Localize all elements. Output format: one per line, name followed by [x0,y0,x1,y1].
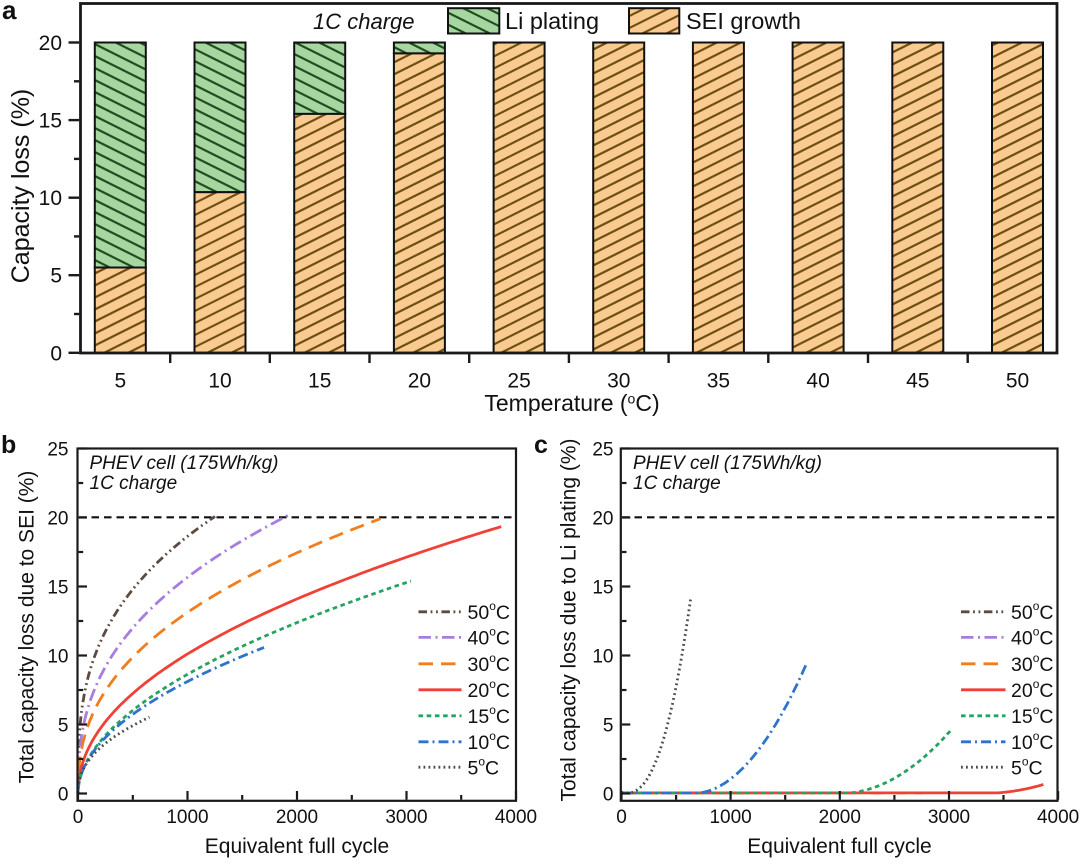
svg-text:40oC: 40oC [1011,625,1053,650]
svg-text:c: c [534,431,548,459]
svg-text:25: 25 [507,370,530,393]
svg-text:0: 0 [58,784,69,805]
svg-text:b: b [1,431,16,459]
svg-text:Equivalent full cycle: Equivalent full cycle [747,835,931,858]
svg-text:1000: 1000 [166,807,208,828]
svg-text:20oC: 20oC [1011,677,1053,702]
svg-text:10oC: 10oC [468,729,510,754]
svg-text:15oC: 15oC [1011,703,1053,728]
svg-text:50oC: 50oC [1011,599,1053,624]
svg-text:30oC: 30oC [468,651,510,676]
svg-text:PHEV cell (175Wh/kg): PHEV cell (175Wh/kg) [633,453,822,474]
svg-text:50oC: 50oC [468,599,510,624]
svg-text:15: 15 [39,110,62,133]
svg-text:Total capacity loss due to SEI: Total capacity loss due to SEI (%) [16,471,39,784]
svg-text:Li plating: Li plating [505,8,599,34]
svg-text:10: 10 [592,646,613,667]
svg-text:20: 20 [592,508,613,529]
svg-text:0: 0 [603,784,614,805]
svg-text:0: 0 [73,807,84,828]
svg-text:3000: 3000 [385,807,427,828]
svg-text:2000: 2000 [276,807,318,828]
svg-text:20: 20 [39,32,62,55]
svg-text:10: 10 [208,370,231,393]
svg-text:5: 5 [603,715,614,736]
svg-text:45: 45 [906,370,929,393]
svg-text:35: 35 [707,370,730,393]
svg-text:Temperature (oC): Temperature (oC) [484,390,659,416]
svg-text:5: 5 [58,715,69,736]
svg-text:10: 10 [47,646,68,667]
svg-text:15: 15 [47,577,68,598]
svg-text:Total capacity loss due to Li: Total capacity loss due to Li plating (%… [558,438,581,801]
svg-text:Capacity loss (%): Capacity loss (%) [7,89,35,284]
svg-text:30: 30 [607,370,630,393]
svg-text:Equivalent full cycle: Equivalent full cycle [205,835,389,858]
svg-text:0: 0 [50,342,62,365]
svg-text:30oC: 30oC [1011,651,1053,676]
svg-text:1C charge: 1C charge [313,9,415,34]
svg-text:PHEV cell (175Wh/kg): PHEV cell (175Wh/kg) [90,453,279,474]
svg-text:50: 50 [1006,370,1029,393]
svg-text:1C charge: 1C charge [633,473,721,494]
svg-text:1C charge: 1C charge [90,473,178,494]
svg-text:20: 20 [47,508,68,529]
svg-text:10oC: 10oC [1011,729,1053,754]
svg-text:5: 5 [114,370,126,393]
svg-text:20: 20 [408,370,431,393]
svg-text:5: 5 [50,265,62,288]
svg-text:15: 15 [308,370,331,393]
svg-text:15: 15 [592,577,613,598]
svg-text:25: 25 [592,439,613,460]
svg-text:15oC: 15oC [468,703,510,728]
svg-text:3000: 3000 [928,807,970,828]
svg-text:10: 10 [39,187,62,210]
svg-text:40oC: 40oC [468,625,510,650]
svg-text:20oC: 20oC [468,677,510,702]
svg-text:2000: 2000 [819,807,861,828]
svg-text:25: 25 [47,439,68,460]
svg-text:a: a [2,0,17,25]
svg-text:SEI growth: SEI growth [686,8,801,34]
svg-text:4000: 4000 [495,807,537,828]
svg-text:4000: 4000 [1037,807,1079,828]
svg-text:0: 0 [616,807,627,828]
svg-text:40: 40 [806,370,829,393]
svg-text:1000: 1000 [709,807,751,828]
